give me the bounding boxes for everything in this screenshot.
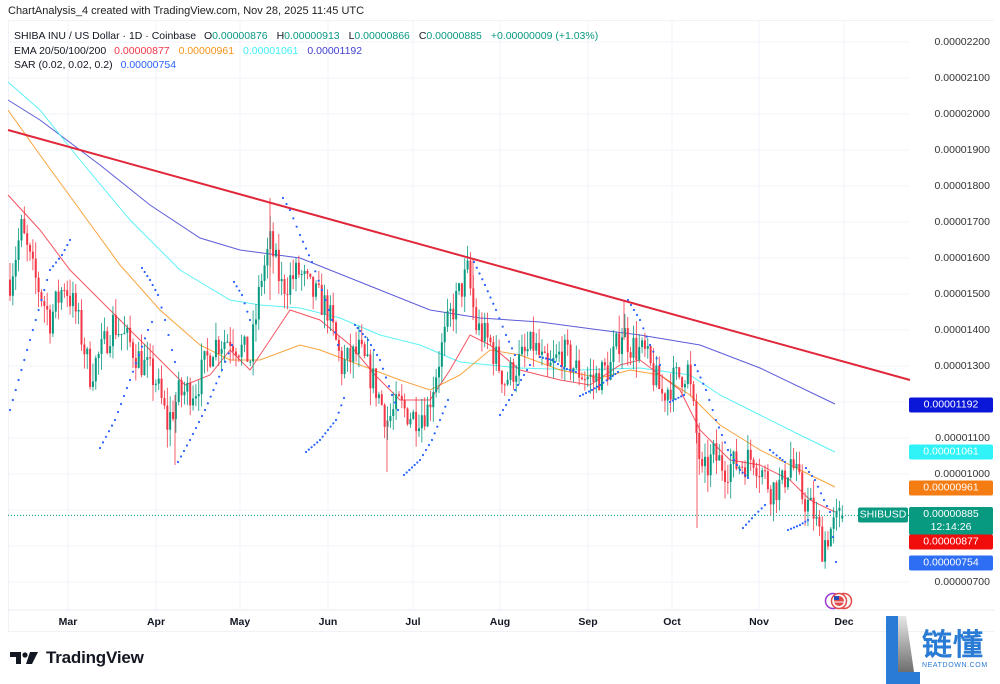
sar-label: SAR (0.02, 0.02, 0.2) [14,59,113,71]
legend: SHIBA INU / US Dollar · 1D · Coinbase O0… [14,29,604,73]
legend-symbol-row[interactable]: SHIBA INU / US Dollar · 1D · Coinbase O0… [14,30,599,42]
low-value: 0.00000866 [354,30,410,42]
month-tick: Nov [749,616,769,628]
ema50-price-label: 0.00000961 [909,480,993,496]
last-price-label: 0.00000885 12:14:26 [909,507,993,536]
ema50-line [7,109,836,488]
price-tick: 0.00001600 [934,252,990,264]
candlesticks [9,198,844,569]
ema200-value: 0.00001192 [307,44,363,57]
ema-label: EMA 20/50/100/200 [14,44,107,57]
ema100-line [7,81,836,453]
month-tick: Oct [663,616,681,628]
month-tick: Dec [834,616,854,628]
close-value: 0.00000885 [426,30,482,42]
sar-value: 0.00000754 [120,59,177,71]
bar-countdown: 12:14:26 [930,521,972,534]
ema50-value: 0.00000961 [178,44,235,57]
ema-lines [7,81,836,513]
month-tick: Mar [58,616,78,628]
watermark-cn-text: 链懂 [922,629,984,662]
ema100-value: 0.00001061 [242,44,299,57]
parabolic-sar-dots [8,196,838,564]
month-tick: Jul [405,616,421,628]
ema20-value: 0.00000877 [114,44,170,57]
price-tick: 0.00001000 [934,468,990,480]
price-tick: 0.00001500 [934,288,990,300]
symbol-title: SHIBA INU / US Dollar · 1D · Coinbase [14,30,197,42]
ema20-line [7,194,836,513]
price-tick: 0.00002200 [934,36,990,48]
price-tick: 0.00001700 [934,216,990,228]
chart-caption: ChartAnalysis_4 created with TradingView… [8,5,365,17]
month-tick: Aug [489,616,511,628]
watermark-en-text: NEATDOWN.COM [922,662,988,669]
tradingview-wordmark: TradingView [46,648,144,667]
price-tick: 0.00001300 [934,360,990,372]
month-tick: Jun [318,616,338,628]
price-tick: 0.00000700 [934,576,990,588]
chart-frame [8,20,994,632]
ema100-price-label: 0.00001061 [909,444,993,460]
price-tick: 0.00001900 [934,144,990,156]
economic-events-icon[interactable] [824,590,854,612]
sar-price-label: 0.00000754 [909,555,993,571]
month-tick: Apr [146,616,166,628]
ema200-price-label: 0.00001192 [909,397,993,413]
neatdown-watermark: 链懂 NEATDOWN.COM [884,612,1000,684]
open-value: 0.00000876 [212,30,268,42]
symbol-tag: SHIBUSD [858,507,908,523]
month-tick: May [229,616,251,628]
change-value: +0.00000009 (+1.03%) [490,30,599,42]
price-tick: 0.00002100 [934,72,990,84]
legend-sar-row[interactable]: SAR (0.02, 0.02, 0.2) 0.00000754 [14,58,604,73]
downtrend-line [7,129,911,381]
legend-ema-row[interactable]: EMA 20/50/100/200 0.00000877 0.00000961 … [14,44,604,59]
ema20-price-label: 0.00000877 [909,534,993,550]
tradingview-mark-icon [10,652,38,664]
grid-lines [8,20,994,611]
price-tick: 0.00002000 [934,108,990,120]
high-value: 0.00000913 [284,30,340,42]
price-tick: 0.00001800 [934,180,990,192]
price-tick: 0.00001400 [934,324,990,336]
ema200-line [7,99,836,405]
month-tick: Sep [578,616,598,628]
neatdown-l-logo-icon [886,616,920,684]
price-tick: 0.00001100 [935,432,990,444]
last-price-value: 0.00000885 [923,508,979,521]
tradingview-logo[interactable]: TradingView [10,648,144,668]
